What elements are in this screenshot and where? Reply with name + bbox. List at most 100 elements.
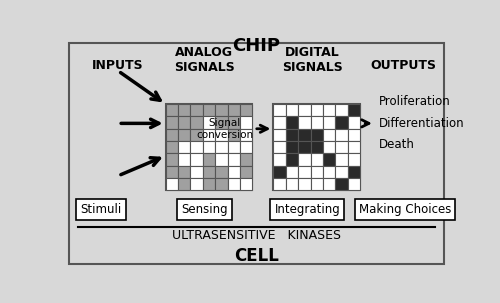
Bar [178,116,190,129]
Bar [215,166,228,178]
Bar [215,178,228,190]
Bar [190,116,203,129]
Text: Integrating: Integrating [274,203,340,216]
Text: Stimuli: Stimuli [80,203,122,216]
Bar [274,141,285,153]
Bar [274,166,285,178]
Bar [286,153,298,166]
Bar [190,178,203,190]
Bar [274,178,285,190]
Bar [240,178,252,190]
Bar [228,166,240,178]
Bar [286,178,298,190]
Bar [215,104,228,116]
Bar [310,141,323,153]
Bar [166,116,178,129]
Bar [336,153,347,166]
Text: ULTRASENSITIVE   KINASES: ULTRASENSITIVE KINASES [172,229,341,242]
Bar [178,104,190,116]
Bar [323,178,336,190]
Bar [310,129,323,141]
Bar [323,153,336,166]
Text: Sensing: Sensing [181,203,228,216]
Bar [178,166,190,178]
Text: Differentiation: Differentiation [378,117,464,130]
Bar [240,166,252,178]
Bar [298,141,310,153]
Bar [274,104,285,116]
Bar [178,141,190,153]
Bar [336,166,347,178]
Bar [310,166,323,178]
Bar [348,116,360,129]
Bar [298,129,310,141]
Bar [336,104,347,116]
Bar [323,116,336,129]
Bar [348,141,360,153]
Bar [203,116,215,129]
Bar [190,129,203,141]
Bar [166,104,178,116]
Bar [310,178,323,190]
Bar [274,104,360,190]
Bar [203,129,215,141]
Bar [323,141,336,153]
Bar [298,166,310,178]
Bar [310,153,323,166]
Bar [190,104,203,116]
Bar [310,116,323,129]
Bar [274,129,285,141]
Bar [348,104,360,116]
Bar [166,104,252,190]
Bar [178,153,190,166]
Bar [228,116,240,129]
Bar [336,141,347,153]
Bar [215,141,228,153]
Bar [336,116,347,129]
Bar [203,104,215,116]
Bar [323,166,336,178]
Bar [178,178,190,190]
Bar [166,178,178,190]
Bar [348,178,360,190]
Bar [215,116,228,129]
Bar [298,153,310,166]
Text: ANALOG
SIGNALS: ANALOG SIGNALS [174,46,234,74]
Bar [310,104,323,116]
Bar [323,129,336,141]
Text: OUTPUTS: OUTPUTS [370,59,436,72]
Bar [286,129,298,141]
Text: CHIP: CHIP [232,37,280,55]
Text: CELL: CELL [234,247,278,265]
Bar [215,129,228,141]
Bar [203,166,215,178]
Text: INPUTS: INPUTS [92,59,144,72]
Bar [228,141,240,153]
Bar [240,153,252,166]
Bar [228,104,240,116]
Bar [298,104,310,116]
Bar [228,129,240,141]
Bar [178,129,190,141]
Bar [190,141,203,153]
Bar [323,104,336,116]
Bar [336,129,347,141]
Bar [286,166,298,178]
Bar [166,153,178,166]
Bar [203,178,215,190]
Bar [240,129,252,141]
Bar [298,116,310,129]
Bar [166,141,178,153]
Bar [286,104,298,116]
Bar [274,116,285,129]
Text: Death: Death [378,138,414,152]
Bar [166,129,178,141]
Bar [190,153,203,166]
Bar [286,116,298,129]
Bar [336,178,347,190]
Text: DIGITAL
SIGNALS: DIGITAL SIGNALS [282,46,343,74]
Bar [298,178,310,190]
Bar [240,141,252,153]
Bar [240,116,252,129]
Text: Proliferation: Proliferation [378,95,450,108]
